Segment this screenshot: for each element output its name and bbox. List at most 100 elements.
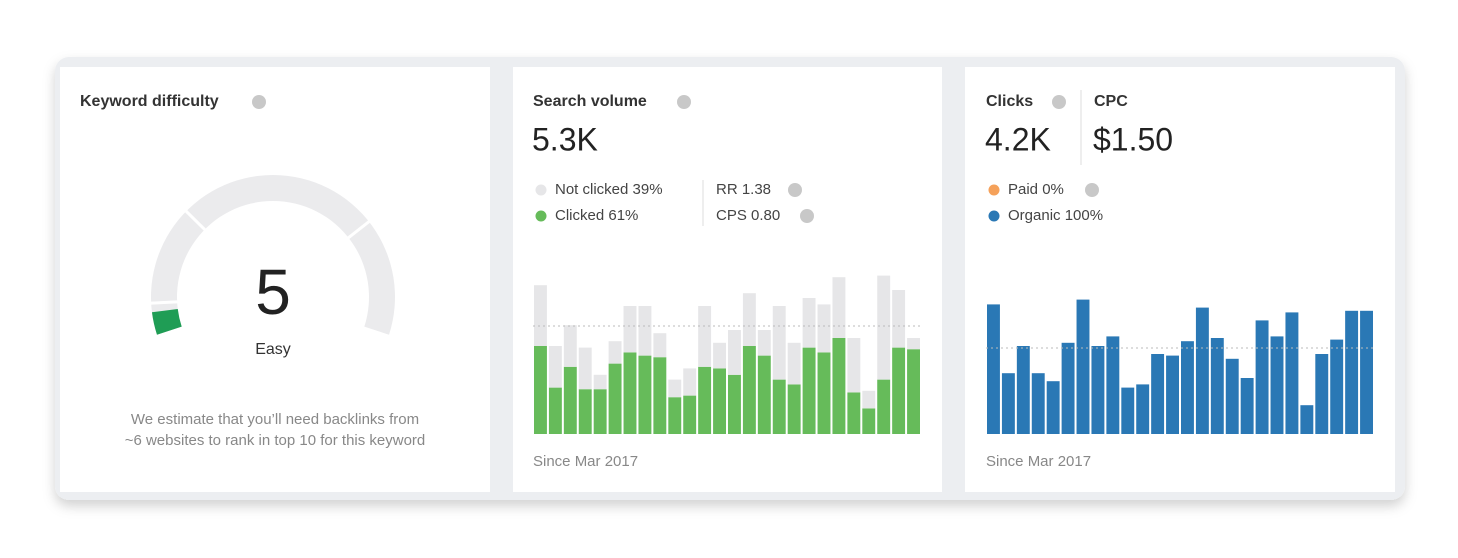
headline: 4.2K — [985, 121, 1051, 157]
bar — [1136, 384, 1150, 434]
bar — [772, 379, 786, 434]
note: ~6 websites to rank in top 10 for this k… — [125, 432, 426, 449]
card-title: Keyword difficulty — [80, 93, 219, 110]
bar — [608, 341, 622, 364]
bar — [653, 357, 667, 434]
bar — [623, 306, 637, 353]
bar — [593, 374, 607, 390]
bar — [862, 408, 876, 434]
bar — [817, 304, 831, 353]
bar — [1210, 338, 1224, 434]
score-label: Easy — [255, 341, 291, 358]
bar — [593, 389, 607, 434]
bar — [668, 397, 682, 434]
bar — [1121, 387, 1135, 434]
headline: $1.50 — [1093, 121, 1173, 157]
bar — [772, 306, 786, 380]
legend-label: Clicked 61% — [555, 207, 638, 224]
bar — [892, 290, 906, 348]
gauge — [149, 174, 395, 335]
footer: Since Mar 2017 — [533, 453, 638, 470]
bar — [1031, 373, 1045, 434]
bar — [907, 349, 920, 434]
bar — [907, 338, 920, 350]
bar — [638, 306, 652, 356]
help-icon[interactable] — [1085, 183, 1099, 197]
bar — [548, 387, 562, 434]
bar — [787, 384, 801, 434]
bar — [877, 275, 891, 380]
bar — [1315, 354, 1329, 434]
bar — [847, 392, 861, 434]
bar — [1360, 310, 1373, 434]
bar — [757, 355, 771, 434]
bar — [862, 390, 876, 409]
bar — [802, 298, 816, 348]
bar — [987, 304, 1000, 434]
help-icon[interactable] — [252, 95, 266, 109]
legend-label: Organic 100% — [1008, 207, 1103, 224]
headline: 5.3K — [532, 121, 598, 157]
bar — [787, 342, 801, 385]
bar — [1076, 299, 1090, 434]
bar — [1091, 346, 1105, 434]
note: We estimate that you’ll need backlinks f… — [131, 411, 419, 428]
bar — [578, 389, 592, 434]
bar — [578, 347, 592, 390]
bar — [1151, 354, 1165, 434]
bar — [1300, 405, 1314, 434]
bar — [1225, 358, 1239, 434]
bar — [534, 285, 547, 346]
bar — [847, 338, 861, 393]
bar — [683, 368, 697, 396]
bar — [668, 379, 682, 398]
help-icon[interactable] — [788, 183, 802, 197]
help-icon[interactable] — [677, 95, 691, 109]
bar — [892, 347, 906, 434]
bar — [1166, 355, 1179, 434]
footer: Since Mar 2017 — [986, 453, 1091, 470]
bar — [728, 374, 741, 434]
gauge-separator — [183, 208, 208, 233]
legend-dot — [535, 210, 547, 222]
gauge-separator — [345, 219, 372, 241]
bar — [563, 325, 577, 367]
bar — [683, 395, 697, 434]
card-title: CPC — [1094, 93, 1128, 110]
score: 5 — [255, 256, 291, 328]
help-icon[interactable] — [800, 209, 814, 223]
gauge-separator — [149, 300, 180, 305]
bar — [832, 338, 846, 434]
bar — [1046, 381, 1060, 434]
bar — [713, 342, 726, 369]
bar — [608, 363, 622, 434]
bar — [742, 293, 756, 346]
bar — [623, 352, 637, 434]
bar — [757, 330, 771, 356]
bar — [817, 352, 831, 434]
help-icon[interactable] — [1052, 95, 1066, 109]
bar-chart — [986, 299, 1374, 434]
legend-dot — [535, 184, 547, 196]
bar — [1061, 342, 1075, 434]
stat: RR 1.38 — [716, 181, 771, 198]
card-title: Search volume — [533, 93, 647, 110]
legend-dot — [988, 184, 1000, 196]
bar — [877, 379, 891, 434]
bar-chart — [533, 275, 921, 434]
bar — [1001, 373, 1015, 434]
bar — [1181, 341, 1194, 434]
card-title: Clicks — [986, 93, 1033, 110]
card — [60, 67, 490, 492]
legend-label: Paid 0% — [1008, 181, 1064, 198]
bar — [1106, 336, 1120, 434]
bar — [742, 346, 756, 434]
bar — [534, 346, 547, 434]
bar — [728, 330, 741, 375]
gauge-track — [150, 174, 395, 335]
bar — [1285, 312, 1299, 434]
stat: CPS 0.80 — [716, 207, 780, 224]
bar — [698, 306, 712, 367]
bar — [1255, 320, 1269, 434]
